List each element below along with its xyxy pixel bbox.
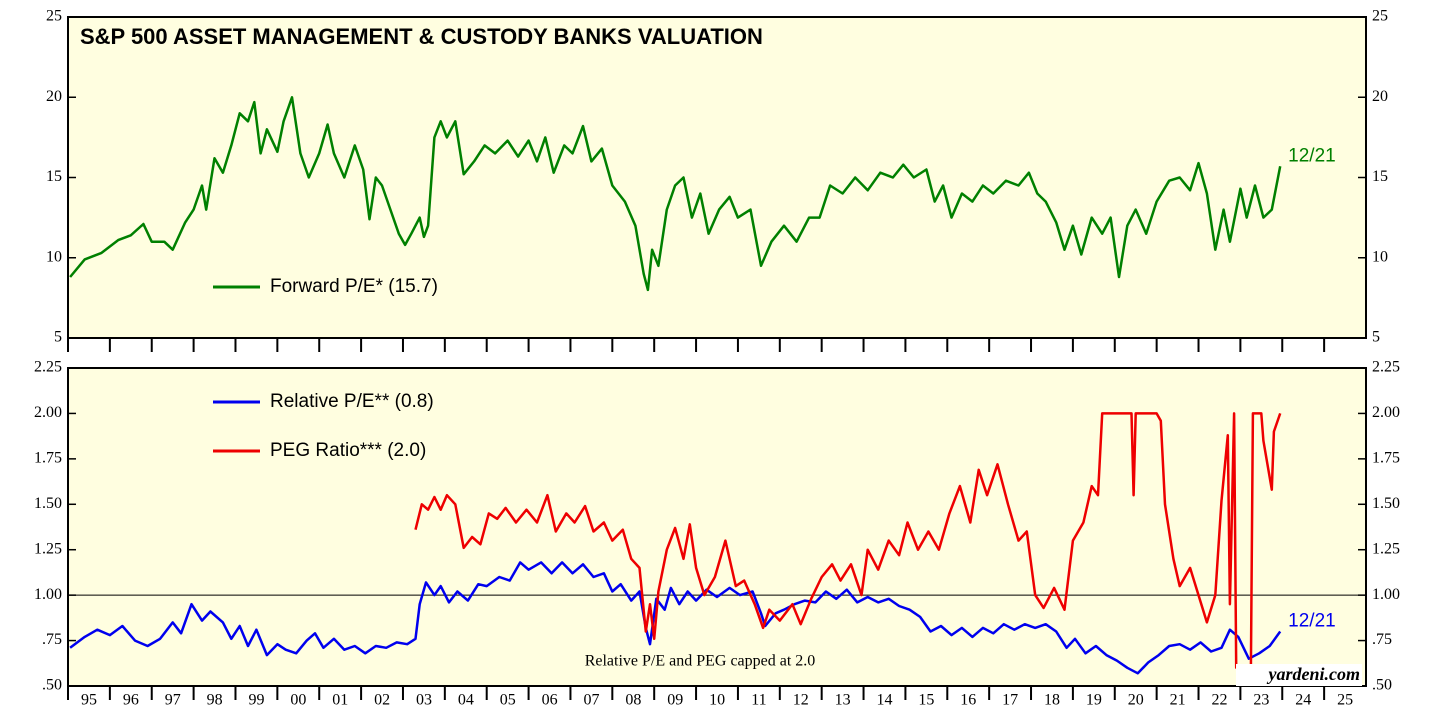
x-tick-label: 08 [625, 692, 641, 709]
y-tick-label: 10 [46, 248, 62, 265]
x-tick-label: 07 [583, 692, 599, 709]
y-tick-label: 20 [46, 88, 62, 105]
y-tick-label: 1.00 [34, 586, 62, 603]
end-label: 12/21 [1288, 611, 1336, 632]
y-tick-label: .75 [42, 631, 62, 648]
x-tick-label: 04 [458, 692, 474, 709]
y-tick-label-right: 1.50 [1372, 495, 1400, 512]
legend-label: Relative P/E** (0.8) [270, 391, 434, 412]
y-tick-label: 2.00 [34, 404, 62, 421]
x-tick-label: 16 [960, 692, 976, 709]
x-tick-label: 12 [793, 692, 809, 709]
x-tick-label: 98 [207, 692, 223, 709]
x-tick-label: 15 [918, 692, 934, 709]
legend-label: Forward P/E* (15.7) [270, 276, 438, 297]
source: yardeni.com [1267, 664, 1361, 684]
y-tick-label-right: 1.25 [1372, 540, 1400, 557]
y-tick-label: 1.50 [34, 495, 62, 512]
x-tick-label: 05 [500, 692, 516, 709]
y-tick-label-right: 5 [1372, 329, 1380, 346]
x-tick-label: 22 [1212, 692, 1228, 709]
y-tick-label-right: 15 [1372, 168, 1388, 185]
y-tick-label: .50 [42, 677, 62, 694]
x-tick-label: 13 [835, 692, 851, 709]
end-label: 12/21 [1288, 145, 1336, 166]
x-tick-label: 03 [416, 692, 432, 709]
y-tick-label-right: 1.75 [1372, 450, 1400, 467]
y-tick-label: 2.25 [34, 359, 62, 376]
x-tick-label: 00 [290, 692, 306, 709]
series-line [69, 96, 1282, 292]
bottom-panel [67, 367, 1367, 687]
x-tick-label: 24 [1295, 692, 1311, 709]
y-tick-label-right: 10 [1372, 248, 1388, 265]
x-tick-label: 17 [1002, 692, 1018, 709]
x-tick-label: 19 [1086, 692, 1102, 709]
top-panel [67, 16, 1367, 339]
y-tick-label-right: .75 [1372, 631, 1392, 648]
chart-title: S&P 500 ASSET MANAGEMENT & CUSTODY BANKS… [80, 24, 763, 49]
x-tick-label: 25 [1337, 692, 1353, 709]
series-line [69, 561, 1282, 675]
series-line [414, 412, 1282, 670]
x-tick-label: 96 [123, 692, 139, 709]
y-tick-label: 1.25 [34, 540, 62, 557]
x-tick-label: 01 [332, 692, 348, 709]
x-tick-label: 97 [165, 692, 181, 709]
x-tick-label: 09 [667, 692, 683, 709]
y-tick-label-right: 2.25 [1372, 359, 1400, 376]
y-tick-label-right: 1.00 [1372, 586, 1400, 603]
y-tick-label: 1.75 [34, 450, 62, 467]
annotation: Relative P/E and PEG capped at 2.0 [585, 653, 816, 670]
x-tick-label: 10 [709, 692, 725, 709]
x-tick-label: 11 [751, 692, 766, 709]
x-tick-label: 20 [1128, 692, 1144, 709]
y-tick-label: 25 [46, 8, 62, 25]
x-tick-label: 18 [1044, 692, 1060, 709]
y-tick-label-right: 25 [1372, 8, 1388, 25]
y-tick-label-right: 20 [1372, 88, 1388, 105]
source-box [1236, 664, 1362, 686]
x-tick-label: 99 [248, 692, 264, 709]
x-tick-label: 23 [1253, 692, 1269, 709]
y-tick-label: 15 [46, 168, 62, 185]
x-tick-label: 21 [1170, 692, 1186, 709]
x-tick-label: 02 [374, 692, 390, 709]
x-tick-label: 95 [81, 692, 97, 709]
y-tick-label-right: .50 [1372, 677, 1392, 694]
legend-label: PEG Ratio*** (2.0) [270, 440, 426, 461]
y-tick-label: 5 [54, 329, 62, 346]
x-tick-label: 06 [542, 692, 558, 709]
x-tick-label: 14 [877, 692, 893, 709]
y-tick-label-right: 2.00 [1372, 404, 1400, 421]
